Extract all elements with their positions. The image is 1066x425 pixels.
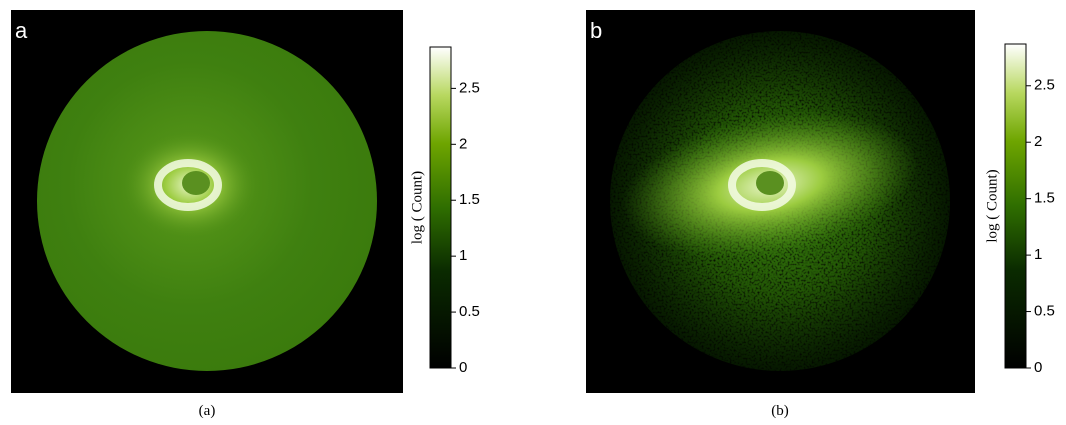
tick-label: 2.5 [1034, 77, 1055, 94]
colorbar [429, 46, 452, 369]
tick-label: 1.5 [1034, 190, 1055, 207]
colorbar-label: log ( Count) [984, 169, 1000, 242]
tick-label: 0.5 [1034, 303, 1055, 320]
caption: (a) [199, 403, 216, 419]
caption: (b) [771, 403, 789, 419]
tick-label: 2 [1034, 133, 1042, 150]
image-a [11, 10, 403, 393]
tick-label: 0.5 [459, 303, 480, 320]
tick-label: 0 [1034, 359, 1042, 376]
colorbar [1004, 43, 1027, 369]
tick-label: 1 [459, 247, 467, 264]
tick-label: 2.5 [459, 79, 480, 96]
image-b [586, 10, 975, 393]
tick-label: 0 [459, 359, 467, 376]
panel-label: b [590, 18, 602, 43]
tick-label: 1.5 [459, 191, 480, 208]
tick-label: 2 [459, 135, 467, 152]
tick-label: 1 [1034, 246, 1042, 263]
panel-label: a [15, 18, 28, 43]
colorbar-label: log ( Count) [409, 171, 425, 244]
